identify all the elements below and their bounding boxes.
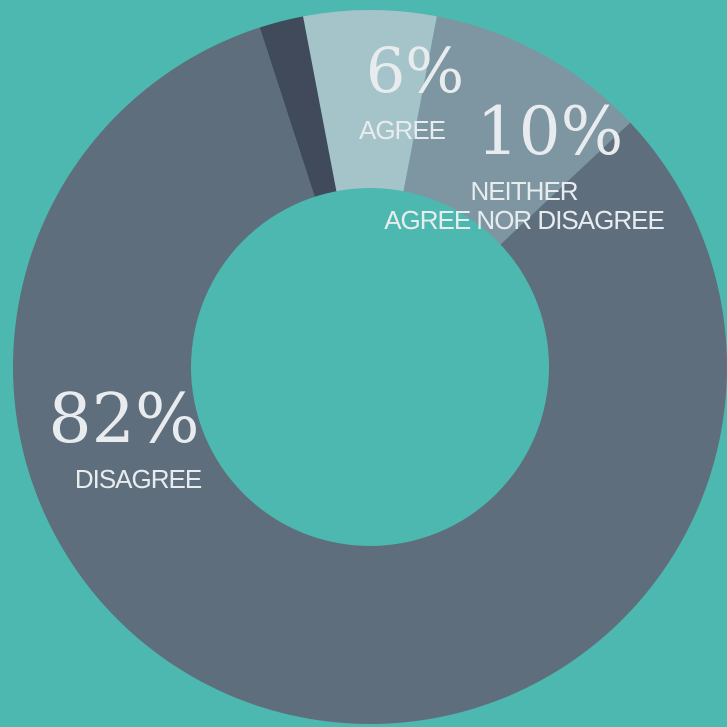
- slice-label-neither: NEITHER AGREE NOR DISAGREE: [384, 176, 664, 235]
- slice-label-agree: AGREE: [359, 115, 446, 145]
- donut-hole: [191, 188, 549, 546]
- pct-label-disagree: 82%: [48, 380, 199, 459]
- pct-label-agree: 6%: [366, 34, 464, 107]
- pct-label-neither: 10%: [477, 93, 624, 170]
- slice-label-disagree: DISAGREE: [75, 464, 202, 494]
